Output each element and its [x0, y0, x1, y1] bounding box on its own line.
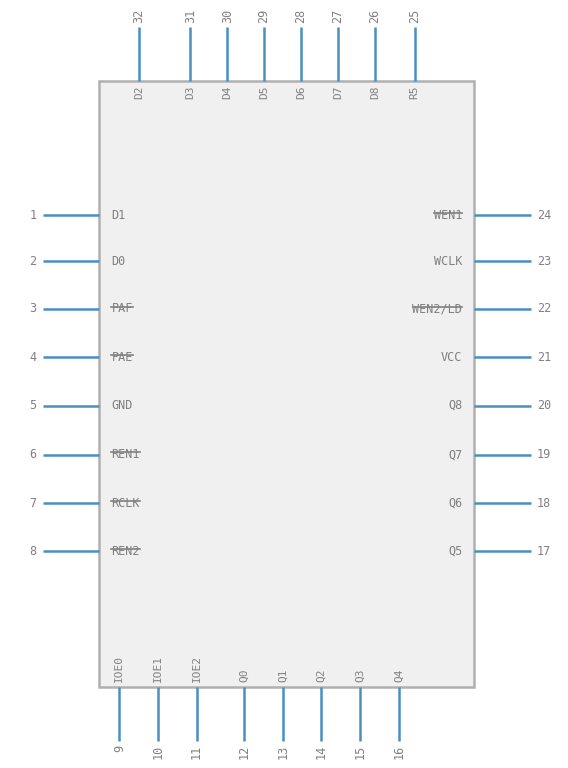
Text: D1: D1 — [111, 209, 126, 221]
Text: 4: 4 — [30, 351, 36, 363]
Text: D7: D7 — [333, 86, 343, 99]
Text: REN2: REN2 — [111, 545, 140, 558]
Text: Q2: Q2 — [316, 669, 327, 682]
Text: 7: 7 — [30, 497, 36, 509]
Text: 9: 9 — [113, 745, 126, 752]
Text: 3: 3 — [30, 303, 36, 315]
Text: PAF: PAF — [111, 303, 133, 315]
Text: 21: 21 — [537, 351, 552, 363]
Text: GND: GND — [111, 399, 133, 412]
Text: 25: 25 — [408, 8, 421, 23]
Text: 32: 32 — [133, 8, 145, 23]
Text: D2: D2 — [134, 86, 144, 99]
Text: Q0: Q0 — [239, 669, 249, 682]
Text: 2: 2 — [30, 255, 36, 267]
Text: 28: 28 — [295, 8, 307, 23]
Text: 31: 31 — [184, 8, 197, 23]
Text: 24: 24 — [537, 209, 552, 221]
Text: Q4: Q4 — [394, 669, 404, 682]
Text: 23: 23 — [537, 255, 552, 267]
Text: D3: D3 — [185, 86, 195, 99]
Text: Q8: Q8 — [448, 399, 462, 412]
Text: Q6: Q6 — [448, 497, 462, 509]
Text: Q7: Q7 — [448, 449, 462, 461]
Text: IOE1: IOE1 — [153, 655, 163, 682]
Text: D0: D0 — [111, 255, 126, 267]
Text: 20: 20 — [537, 399, 552, 412]
Text: VCC: VCC — [441, 351, 462, 363]
Text: RCLK: RCLK — [111, 497, 140, 509]
Text: 11: 11 — [190, 745, 203, 760]
Text: D4: D4 — [222, 86, 232, 99]
Text: 29: 29 — [258, 8, 270, 23]
Text: 15: 15 — [354, 745, 366, 760]
Text: WCLK: WCLK — [434, 255, 462, 267]
Text: 5: 5 — [30, 399, 36, 412]
Text: D8: D8 — [370, 86, 380, 99]
Text: WEN1: WEN1 — [434, 209, 462, 221]
Bar — [99, 81, 474, 687]
Text: 22: 22 — [537, 303, 552, 315]
Text: 6: 6 — [30, 449, 36, 461]
Text: 19: 19 — [537, 449, 552, 461]
Text: 16: 16 — [392, 745, 405, 760]
Text: REN1: REN1 — [111, 449, 140, 461]
Text: 18: 18 — [537, 497, 552, 509]
Text: 30: 30 — [221, 8, 233, 23]
Text: 14: 14 — [315, 745, 328, 760]
Text: Q5: Q5 — [448, 545, 462, 558]
Text: 17: 17 — [537, 545, 552, 558]
Text: Q1: Q1 — [278, 669, 288, 682]
Text: D6: D6 — [296, 86, 306, 99]
Text: 10: 10 — [152, 745, 164, 760]
Text: IOE0: IOE0 — [114, 655, 124, 682]
Text: PAE: PAE — [111, 351, 133, 363]
Text: 13: 13 — [277, 745, 289, 760]
Text: D5: D5 — [259, 86, 269, 99]
Text: WEN2/LD: WEN2/LD — [412, 303, 462, 315]
Text: R5: R5 — [410, 86, 420, 99]
Text: 1: 1 — [30, 209, 36, 221]
Text: IOE2: IOE2 — [191, 655, 202, 682]
Text: 12: 12 — [238, 745, 250, 760]
Text: Q3: Q3 — [355, 669, 365, 682]
Text: 26: 26 — [369, 8, 381, 23]
Text: 27: 27 — [332, 8, 344, 23]
Text: 8: 8 — [30, 545, 36, 558]
